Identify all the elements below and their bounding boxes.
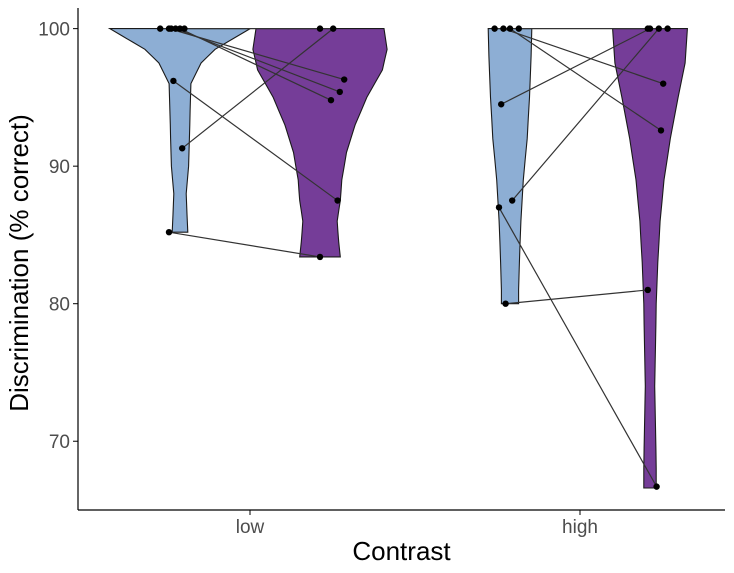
pair-line-high-11 [511,28,660,201]
data-point-low-14 [334,197,341,204]
violin-high-series-0 [487,28,533,305]
pair-line-low-6 [168,231,321,258]
x-tick-label-high: high [562,517,598,538]
data-point-high-17 [500,25,507,32]
data-point-high-16 [491,25,498,32]
data-point-low-2 [168,25,175,32]
y-tick-label-90: 90 [49,157,70,178]
data-point-low-7 [179,145,186,152]
data-point-high-27 [664,25,671,32]
data-point-high-21 [509,197,516,204]
y-tick-label-80: 80 [49,295,70,316]
data-point-high-31 [653,483,660,490]
violin-low-series-0 [107,28,253,233]
x-tick-label-low: low [236,517,265,538]
data-point-low-9 [316,25,324,32]
data-point-low-4 [176,25,184,32]
pair-line-low-5 [181,28,334,149]
data-point-high-25 [646,25,654,32]
data-point-low-12 [336,88,343,96]
data-point-low-5 [181,25,188,32]
pair-line-high-10 [500,28,651,105]
data-point-low-6 [170,77,177,85]
data-point-high-22 [495,204,503,211]
data-point-low-13 [327,96,335,104]
data-point-high-28 [660,80,667,87]
data-point-low-3 [172,25,179,32]
pair-line-high-13 [505,289,648,305]
data-point-low-0 [157,25,164,32]
data-point-low-10 [330,25,337,32]
pair-line-high-12 [498,207,658,487]
data-point-high-18 [506,25,514,32]
data-point-high-30 [644,286,651,294]
violin-low-series-1 [252,28,388,258]
data-point-high-20 [498,101,505,108]
violin-high-series-1 [612,28,688,489]
x-axis-ticks: low high [236,510,598,538]
pair-line-low-4 [173,80,338,202]
pair-line-low-3 [179,28,332,101]
points-layer [157,25,671,490]
data-point-low-8 [165,228,173,236]
y-axis-title: Discrimination (% correct) [4,114,34,412]
pair-line-high-9 [509,28,662,131]
violins-layer [107,28,688,489]
data-point-high-19 [515,25,522,32]
data-point-low-15 [316,253,324,261]
y-axis-ticks: 70 80 90 100 [38,20,78,453]
y-tick-label-100: 100 [38,20,70,41]
data-point-high-29 [657,127,665,134]
data-point-high-23 [502,300,509,307]
x-axis-title: Contrast [352,536,451,566]
data-point-low-11 [341,76,348,83]
pair-lines-layer [160,28,668,487]
pair-line-high-8 [503,28,664,85]
data-point-high-26 [655,25,662,32]
y-tick-label-70: 70 [49,432,70,453]
